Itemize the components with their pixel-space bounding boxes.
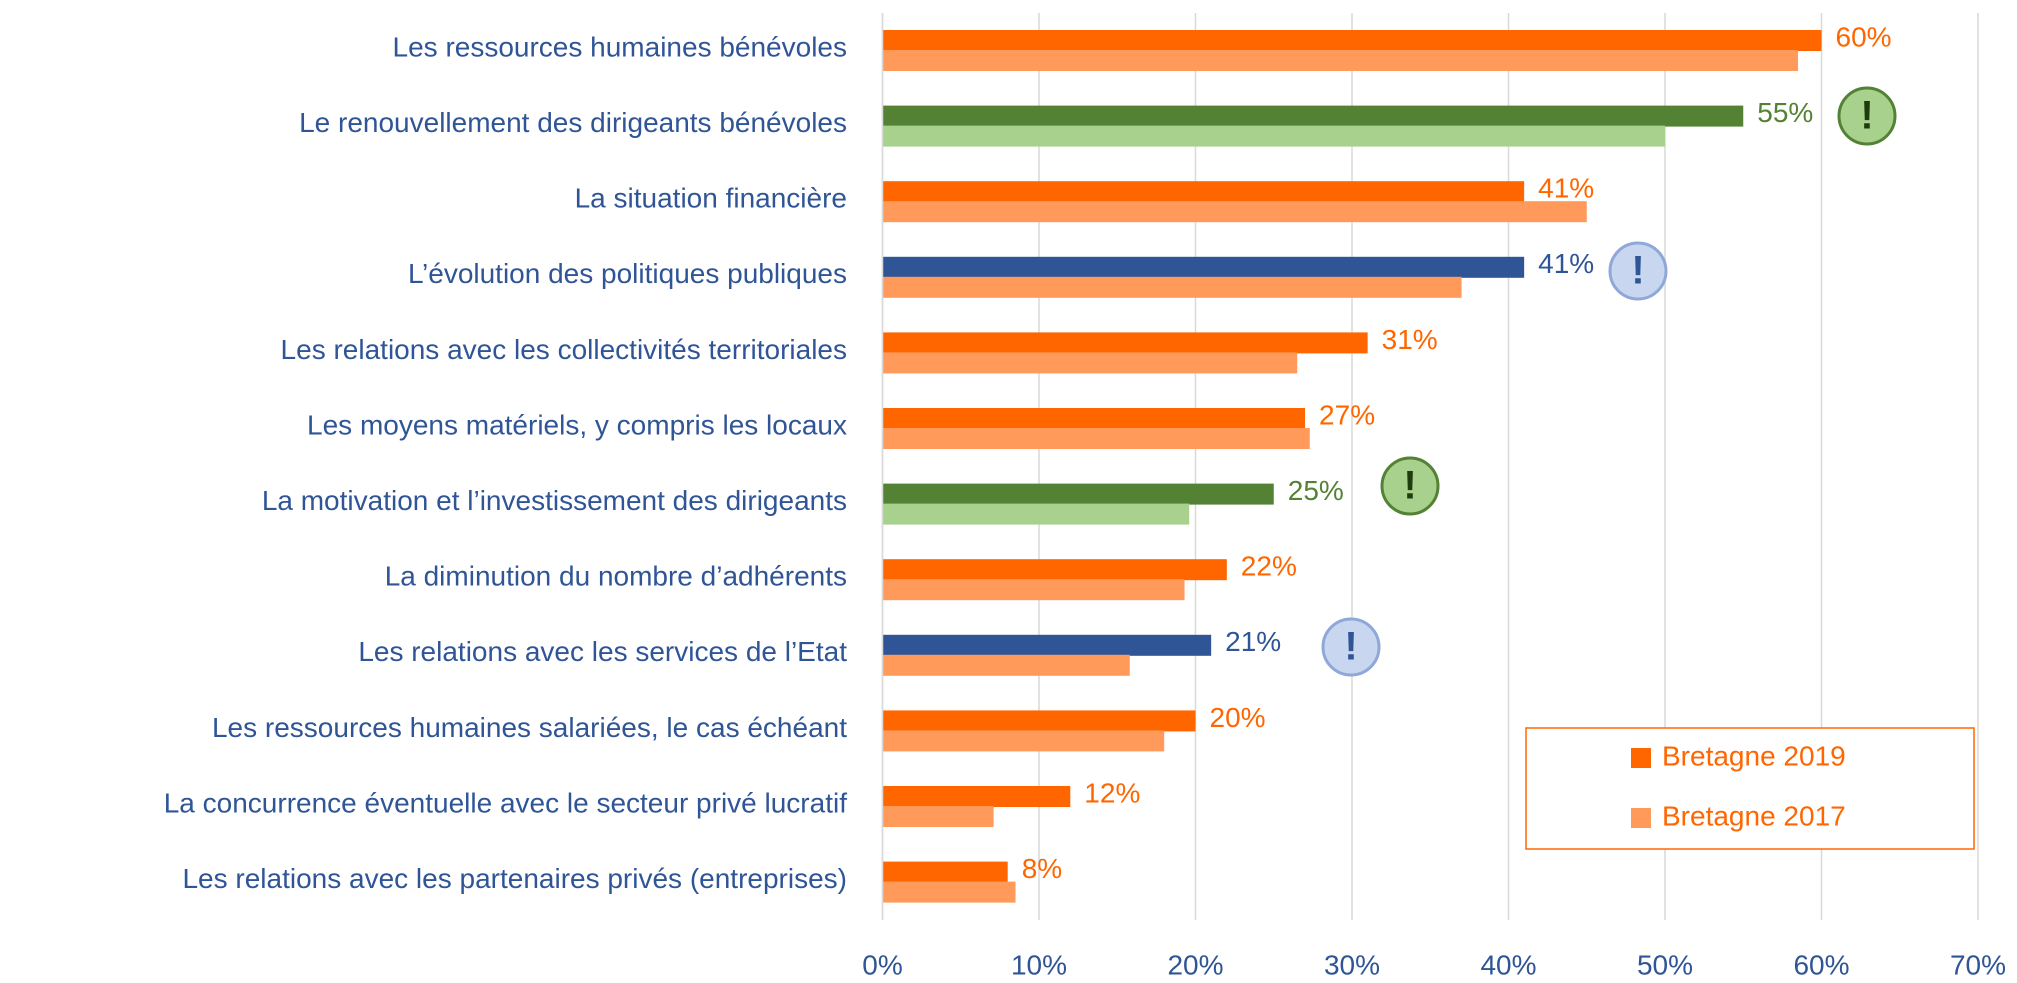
x-tick-label: 40% — [1480, 949, 1536, 980]
bar — [882, 483, 1274, 505]
bar — [882, 181, 1525, 203]
bar — [882, 503, 1190, 525]
bar — [882, 654, 1130, 676]
category-label: L’évolution des politiques publiques — [408, 258, 847, 289]
value-label: 20% — [1210, 702, 1266, 733]
category-label: La diminution du nombre d’adhérents — [385, 561, 847, 592]
category-label: Les relations avec les collectivités ter… — [281, 334, 847, 365]
bar — [882, 579, 1185, 601]
value-label: 12% — [1084, 777, 1140, 808]
category-label: Les relations avec les partenaires privé… — [182, 863, 847, 894]
x-tick-label: 20% — [1167, 949, 1223, 980]
legend-swatch — [1631, 808, 1651, 828]
legend-label: Bretagne 2019 — [1662, 740, 1846, 771]
value-label: 21% — [1225, 626, 1281, 657]
legend-label: Bretagne 2017 — [1662, 800, 1846, 831]
bar — [882, 276, 1462, 298]
alert-icon: ! — [1380, 456, 1440, 516]
value-label: 8% — [1022, 853, 1062, 884]
bar — [882, 201, 1587, 223]
bar — [882, 30, 1822, 51]
value-label: 41% — [1538, 248, 1594, 279]
value-label: 41% — [1538, 173, 1594, 204]
bar — [882, 105, 1744, 127]
x-tick-label: 50% — [1637, 949, 1693, 980]
x-tick-label: 0% — [862, 949, 902, 980]
bar — [882, 408, 1306, 429]
bar — [882, 352, 1298, 374]
x-tick-label: 60% — [1793, 949, 1849, 980]
value-label: 60% — [1836, 21, 1892, 52]
bar — [882, 428, 1310, 449]
svg-text:!: ! — [1403, 464, 1416, 508]
x-tick-label: 30% — [1324, 949, 1380, 980]
bar — [882, 125, 1665, 147]
svg-text:!: ! — [1344, 625, 1357, 669]
category-label: Les moyens matériels, y compris les loca… — [307, 409, 847, 440]
alert-icon: ! — [1837, 86, 1897, 146]
legend-swatch — [1631, 748, 1651, 768]
value-label: 25% — [1288, 475, 1344, 506]
bar — [882, 710, 1196, 732]
svg-text:!: ! — [1631, 249, 1644, 293]
category-label: Le renouvellement des dirigeants bénévol… — [299, 107, 847, 138]
x-tick-label: 10% — [1011, 949, 1067, 980]
value-label: 27% — [1319, 399, 1375, 430]
alert-icon: ! — [1321, 617, 1381, 677]
x-tick-label: 70% — [1950, 949, 2006, 980]
bar — [882, 730, 1165, 752]
bar — [882, 881, 1016, 903]
value-label: 31% — [1382, 324, 1438, 355]
category-label: La situation financière — [575, 183, 847, 214]
value-label: 22% — [1241, 551, 1297, 582]
bar — [882, 806, 994, 827]
bar — [882, 559, 1227, 581]
alert-icon: ! — [1608, 241, 1668, 301]
category-label: La concurrence éventuelle avec le secteu… — [164, 787, 847, 818]
bar — [882, 332, 1368, 354]
category-label: La motivation et l’investissement des di… — [262, 485, 847, 516]
category-label: Les ressources humaines bénévoles — [393, 31, 847, 62]
bar — [882, 50, 1799, 71]
bar — [882, 861, 1008, 883]
svg-text:!: ! — [1860, 94, 1873, 138]
legend-box — [1525, 727, 1975, 850]
bar — [882, 634, 1212, 656]
value-label: 55% — [1757, 97, 1813, 128]
bar — [882, 256, 1525, 278]
category-label: Les ressources humaines salariées, le ca… — [212, 712, 847, 743]
category-label: Les relations avec les services de l’Eta… — [358, 636, 847, 667]
bar — [882, 786, 1071, 807]
